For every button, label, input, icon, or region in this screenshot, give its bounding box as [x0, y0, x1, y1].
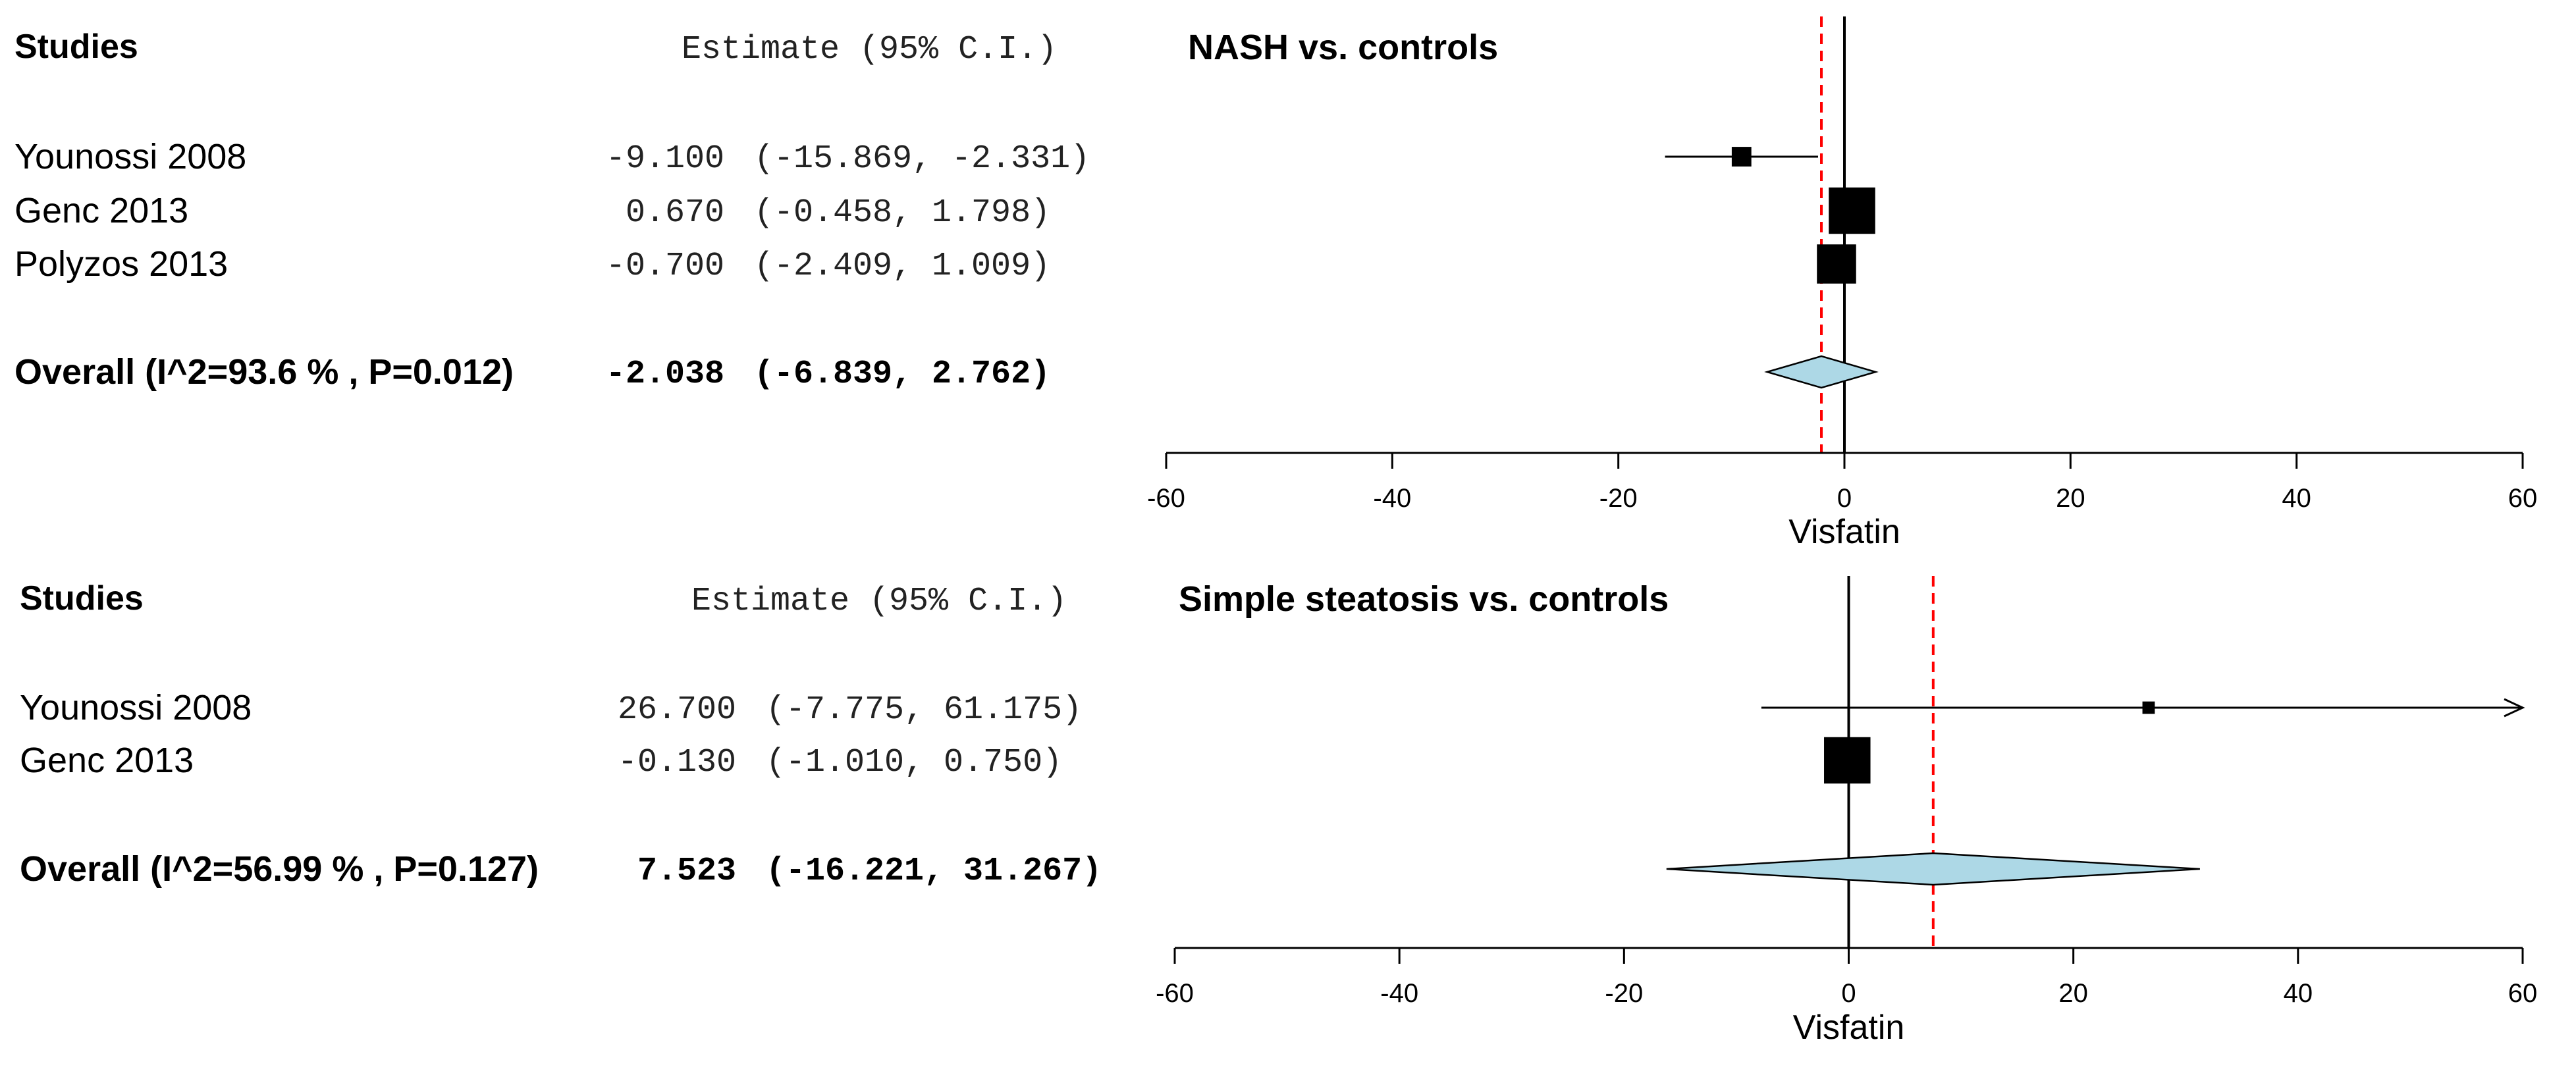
panel2-x-tick-label-7: 60: [2508, 979, 2538, 1008]
panel2-x-tick-label-5: 20: [2058, 979, 2088, 1008]
panel1-overall-ci: (-6.839, 2.762): [754, 355, 1050, 393]
panel2-study-ci-1: (-7.775, 61.175): [766, 691, 1082, 729]
panel2-x-tick-label-6: 40: [2284, 979, 2313, 1008]
panel1-x-axis-label: Visfatin: [1788, 513, 1900, 551]
panel2-chart-title: Simple steatosis vs. controls: [1179, 579, 1669, 619]
panel1-study-estimate-2: 0.670: [626, 194, 724, 232]
panel2-studies-header: Studies: [20, 579, 144, 617]
panel1-study-square-2: [1829, 187, 1875, 234]
panel1-overall-label: Overall (I^2=93.6 % , P=0.012): [14, 352, 514, 392]
panel1-study-label-1: Younossi 2008: [14, 137, 246, 176]
panel2-study-ci-2: (-1.010, 0.750): [766, 744, 1062, 781]
panel2-study-ci-arrow-1: [2504, 698, 2525, 718]
panel2-overall-diamond: [1666, 852, 2200, 886]
panel1-x-tick-label-1: -60: [1147, 484, 1185, 513]
panel1-overall-diamond: [1764, 355, 1879, 389]
panel1-study-label-3: Polyzos 2013: [14, 244, 228, 284]
panel2-overall-label: Overall (I^2=56.99 % , P=0.127): [20, 849, 539, 889]
panel1-chart-title: NASH vs. controls: [1188, 28, 1498, 67]
panel1-x-tick-label-5: 20: [2056, 484, 2085, 513]
panel2-x-tick-label-2: -40: [1380, 979, 1418, 1008]
panel2-x-tick-label-3: -20: [1605, 979, 1643, 1008]
panel2-study-square-2: [1824, 737, 1871, 784]
panel2-study-label-2: Genc 2013: [20, 741, 194, 780]
panel2-study-estimate-1: 26.700: [618, 691, 736, 729]
panel1-x-tick-label-2: -40: [1373, 484, 1411, 513]
panel2-study-square-1: [2142, 701, 2155, 714]
panel1-study-estimate-1: -9.100: [606, 140, 724, 178]
panel1-overall-estimate: -2.038: [606, 355, 724, 393]
panel1-study-square-3: [1817, 244, 1856, 284]
panel1-x-tick-label-3: -20: [1599, 484, 1638, 513]
panel2-study-label-1: Younossi 2008: [20, 688, 252, 727]
panel2-x-tick-label-4: 0: [1841, 979, 1856, 1008]
panel2-x-tick-label-1: -60: [1156, 979, 1194, 1008]
panel1-x-tick-label-4: 0: [1837, 484, 1852, 513]
panel1-study-ci-2: (-0.458, 1.798): [754, 194, 1050, 232]
panel1-estimate-header: Estimate (95% C.I.): [682, 31, 1057, 68]
panel1-study-square-1: [1731, 147, 1752, 167]
panel1-x-tick-label-6: 40: [2282, 484, 2311, 513]
panel1-study-ci-1: (-15.869, -2.331): [754, 140, 1090, 178]
panel2-overall-estimate: 7.523: [637, 853, 736, 890]
panel2-study-estimate-2: -0.130: [618, 744, 736, 781]
panel1-study-ci-3: (-2.409, 1.009): [754, 248, 1050, 285]
panel1-studies-header: Studies: [14, 28, 138, 66]
panel1-study-estimate-3: -0.700: [606, 248, 724, 285]
panel2-overall-ci: (-16.221, 31.267): [766, 853, 1102, 890]
panel2-estimate-header: Estimate (95% C.I.): [691, 583, 1067, 620]
panel1-x-tick-label-7: 60: [2508, 484, 2538, 513]
panel2-x-axis-label: Visfatin: [1793, 1009, 1905, 1047]
panel1-study-label-2: Genc 2013: [14, 191, 188, 230]
